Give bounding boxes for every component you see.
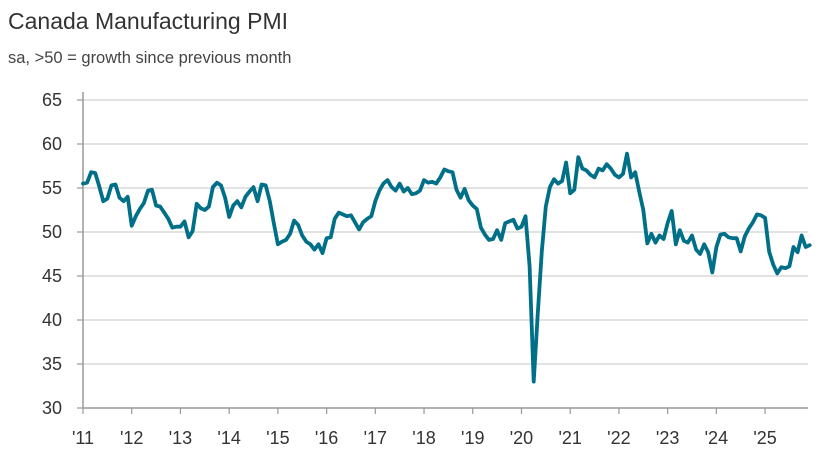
chart-title: Canada Manufacturing PMI bbox=[8, 8, 288, 34]
y-tick-label: 50 bbox=[42, 222, 62, 242]
x-tick-label: '22 bbox=[607, 428, 630, 448]
y-tick-label: 60 bbox=[42, 134, 62, 154]
y-tick-label: 55 bbox=[42, 178, 62, 198]
x-tick-label: '24 bbox=[705, 428, 728, 448]
y-tick-label: 35 bbox=[42, 354, 62, 374]
x-tick-label: '13 bbox=[169, 428, 192, 448]
pmi-series-line bbox=[81, 151, 812, 384]
x-tick-label: '21 bbox=[558, 428, 581, 448]
x-tick-label: '18 bbox=[412, 428, 435, 448]
x-tick-label: '17 bbox=[364, 428, 387, 448]
x-tick-label: '20 bbox=[510, 428, 533, 448]
x-tick-label: '19 bbox=[461, 428, 484, 448]
x-tick-label: '14 bbox=[217, 428, 240, 448]
chart-subtitle: sa, >50 = growth since previous month bbox=[8, 49, 292, 67]
x-tick-label: '23 bbox=[656, 428, 679, 448]
y-tick-label: 45 bbox=[42, 266, 62, 286]
x-tick-label: '15 bbox=[266, 428, 289, 448]
y-tick-label: 40 bbox=[42, 310, 62, 330]
x-tick-label: '11 bbox=[72, 428, 94, 448]
y-tick-label: 65 bbox=[42, 90, 62, 110]
x-tick-label: '12 bbox=[120, 428, 143, 448]
x-tick-label: '25 bbox=[753, 428, 776, 448]
y-tick-label: 30 bbox=[42, 398, 62, 418]
x-tick-label: '16 bbox=[315, 428, 338, 448]
